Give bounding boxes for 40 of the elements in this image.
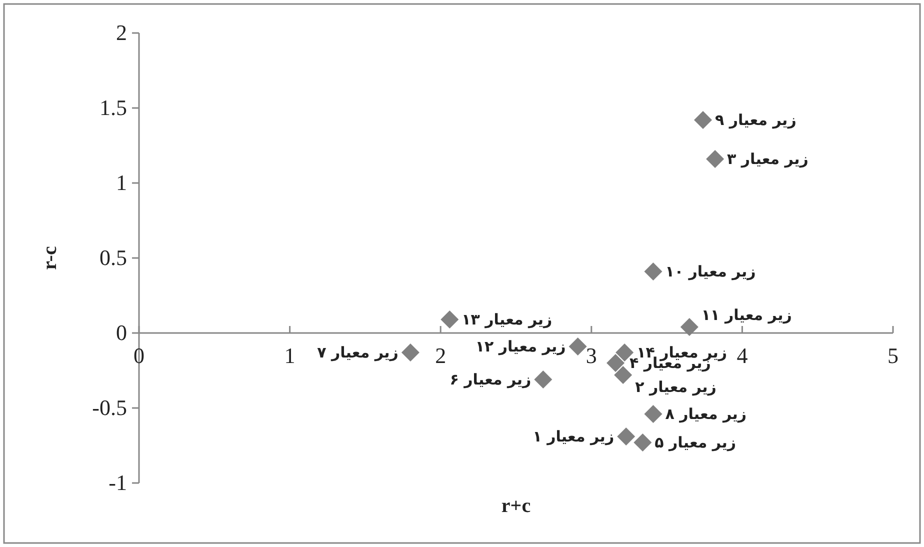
- annotation: زیر معیار ۱۳: [462, 310, 552, 328]
- y-tick-label: 1.5: [100, 95, 127, 120]
- annotation: زیر معیار ۲: [635, 378, 716, 396]
- annotation: زیر معیار ۱۰: [665, 262, 756, 280]
- point: [617, 428, 636, 446]
- point: [568, 338, 587, 356]
- point: [706, 150, 724, 168]
- x-tick-label: 1: [284, 343, 296, 368]
- point: [694, 111, 712, 129]
- point: [644, 405, 662, 423]
- x-tick-label: 3: [586, 343, 597, 368]
- point: [440, 310, 459, 328]
- y-tick-label: 0.5: [100, 245, 127, 270]
- y-axis-title: r-c: [39, 246, 61, 270]
- x-axis-title: r+c: [501, 495, 531, 517]
- point: [614, 366, 632, 384]
- annotation: زیر معیار ۵: [654, 434, 736, 452]
- annotation: زیر معیار ۳: [727, 150, 808, 168]
- annotation: زیر معیار ۷: [317, 344, 398, 362]
- point: [401, 344, 420, 362]
- annotation: زیر معیار ۱۲: [475, 338, 566, 356]
- point: [534, 370, 552, 388]
- y-tick-label: -1: [108, 470, 127, 495]
- annotation: زیر معیار ۸: [665, 405, 747, 423]
- point: [606, 354, 625, 372]
- y-tick-label: 2: [116, 20, 127, 45]
- annotation: زیر معیار ۱: [532, 428, 614, 446]
- x-tick-label: 5: [888, 343, 898, 368]
- x-tick-label: 4: [736, 343, 748, 368]
- point: [634, 434, 652, 452]
- y-tick-label: 1: [116, 170, 127, 195]
- point: [644, 262, 662, 280]
- x-tick-label: 2: [435, 343, 446, 368]
- annotation: زیر معیار ۱۱: [701, 306, 792, 324]
- y-tick-label: -0.5: [92, 395, 127, 420]
- annotation: زیر معیار ۹: [714, 111, 796, 129]
- y-tick-label: 0: [116, 320, 127, 345]
- annotation: زیر معیار ۶: [450, 370, 532, 388]
- point: [680, 318, 698, 336]
- x-tick-label: 0: [134, 343, 144, 368]
